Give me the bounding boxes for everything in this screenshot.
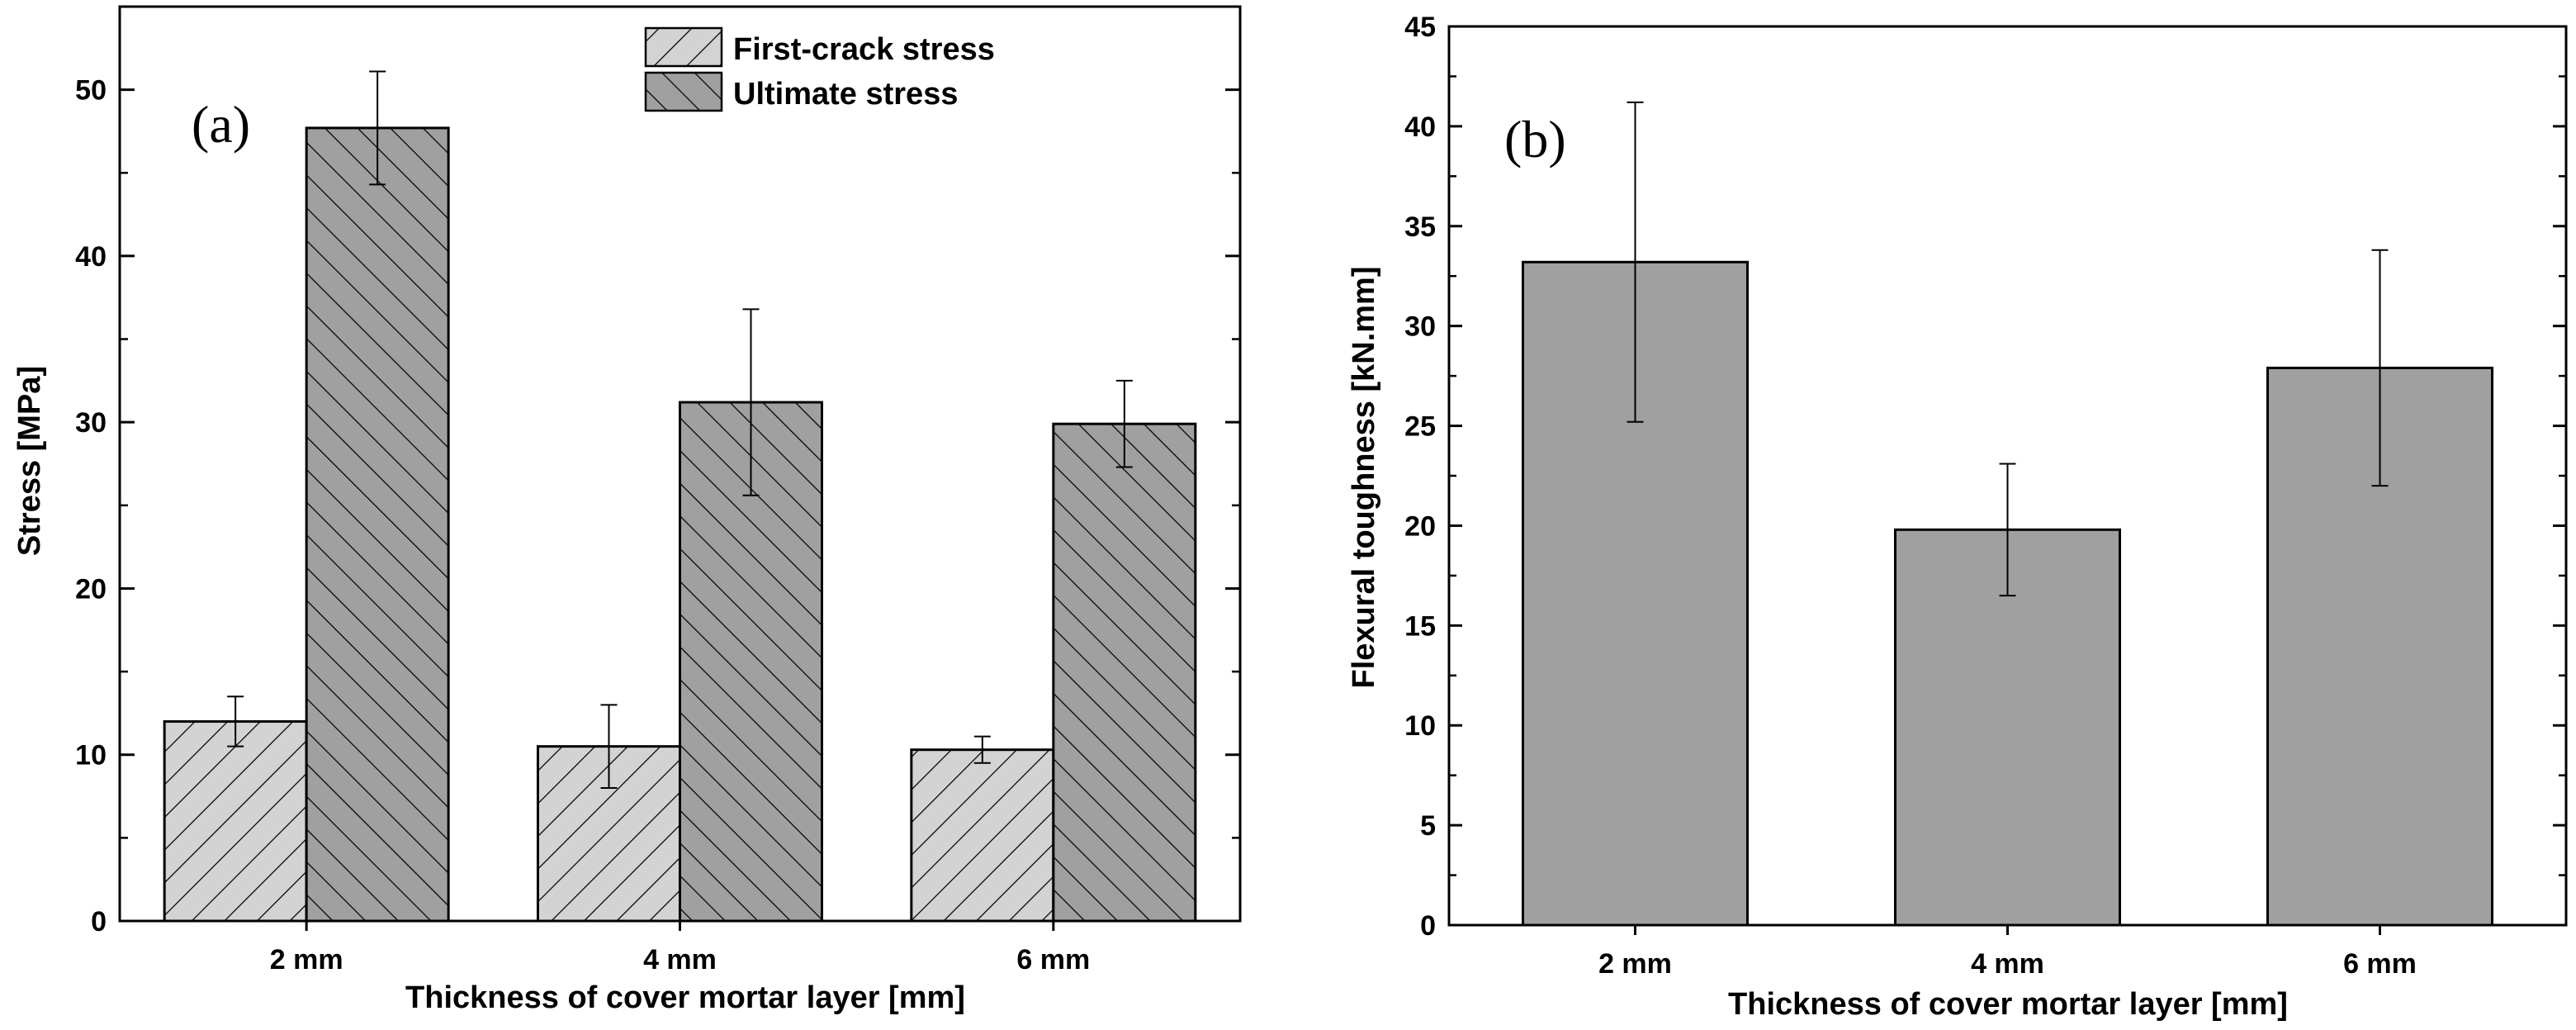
y-tick-label-50: 50 xyxy=(75,75,107,107)
chart-panel-b: 2 mm 4 mm 6 mm 0 5 10 15 20 25 30 35 40 45 (b) Thick… xyxy=(1347,12,2568,1022)
bar-first-crack-stress-6-mm xyxy=(910,748,1055,923)
y-tick-label-35: 35 xyxy=(1404,211,1436,243)
y-tick-label-30: 30 xyxy=(1404,311,1436,343)
x-axis-title-a: Thickness of cover mortar layer [mm] xyxy=(405,980,965,1015)
bar-ultimate-stress-2-mm xyxy=(305,126,450,923)
error-bar-ultimate-stress-2-mm xyxy=(369,70,386,186)
legend-a: First-crack stress Ultimate stress xyxy=(644,26,995,112)
x-tick-label-4-mm: 4 mm xyxy=(1971,948,2044,980)
legend-label-first-crack: First-crack stress xyxy=(733,32,995,67)
y-tick-label-40: 40 xyxy=(1404,112,1436,143)
x-tick-label-2-mm: 2 mm xyxy=(270,944,343,975)
y-tick-label-30: 30 xyxy=(75,407,107,439)
error-bar-first-crack-stress-2-mm xyxy=(227,695,244,748)
x-tick-label-6-mm: 6 mm xyxy=(2343,948,2417,980)
y-tick-label-10: 10 xyxy=(1404,710,1436,742)
plot-frame-a xyxy=(118,5,1242,923)
y-tick-label-5: 5 xyxy=(1420,810,1436,842)
error-bar-flexural-toughness-4-mm xyxy=(1999,463,2016,597)
x-tick-label-4-mm: 4 mm xyxy=(643,944,717,975)
error-bar-ultimate-stress-6-mm xyxy=(1115,379,1133,468)
x-axis-title-b: Thickness of cover mortar layer [mm] xyxy=(1728,987,2288,1022)
panel-label-b: (b) xyxy=(1504,110,1566,169)
bar-ultimate-stress-6-mm xyxy=(1052,422,1197,923)
error-bar-ultimate-stress-4-mm xyxy=(742,308,760,496)
y-tick-label-0: 0 xyxy=(91,906,107,937)
y-tick-label-10: 10 xyxy=(75,740,107,771)
error-bar-first-crack-stress-4-mm xyxy=(600,704,618,789)
plot-frame-b xyxy=(1447,25,2568,927)
error-bar-flexural-toughness-2-mm xyxy=(1627,101,1644,423)
y-tick-label-20: 20 xyxy=(75,573,107,605)
error-bar-flexural-toughness-6-mm xyxy=(2371,249,2389,487)
panel-label-a: (a) xyxy=(192,95,250,154)
y-tick-label-25: 25 xyxy=(1404,411,1436,443)
bar-first-crack-stress-2-mm xyxy=(163,719,308,923)
y-axis-title-b: Flexural toughness [kN.mm] xyxy=(1347,267,1381,689)
legend-label-ultimate: Ultimate stress xyxy=(733,77,958,112)
chart-panel-a: 2 mm 4 mm 6 mm 0 10 20 30 40 50 (a) Thickness of… xyxy=(12,5,1242,1015)
error-bar-first-crack-stress-6-mm xyxy=(973,735,991,764)
y-tick-label-20: 20 xyxy=(1404,510,1436,542)
x-tick-label-2-mm: 2 mm xyxy=(1598,948,1672,980)
legend-swatch-first-crack xyxy=(644,26,723,68)
y-axis-title-a: Stress [MPa] xyxy=(12,366,47,556)
y-tick-label-45: 45 xyxy=(1404,12,1436,43)
y-tick-label-40: 40 xyxy=(75,241,107,273)
y-tick-label-0: 0 xyxy=(1420,910,1436,942)
x-tick-label-6-mm: 6 mm xyxy=(1016,944,1090,975)
legend-swatch-ultimate xyxy=(644,71,723,112)
y-tick-label-15: 15 xyxy=(1404,610,1436,642)
